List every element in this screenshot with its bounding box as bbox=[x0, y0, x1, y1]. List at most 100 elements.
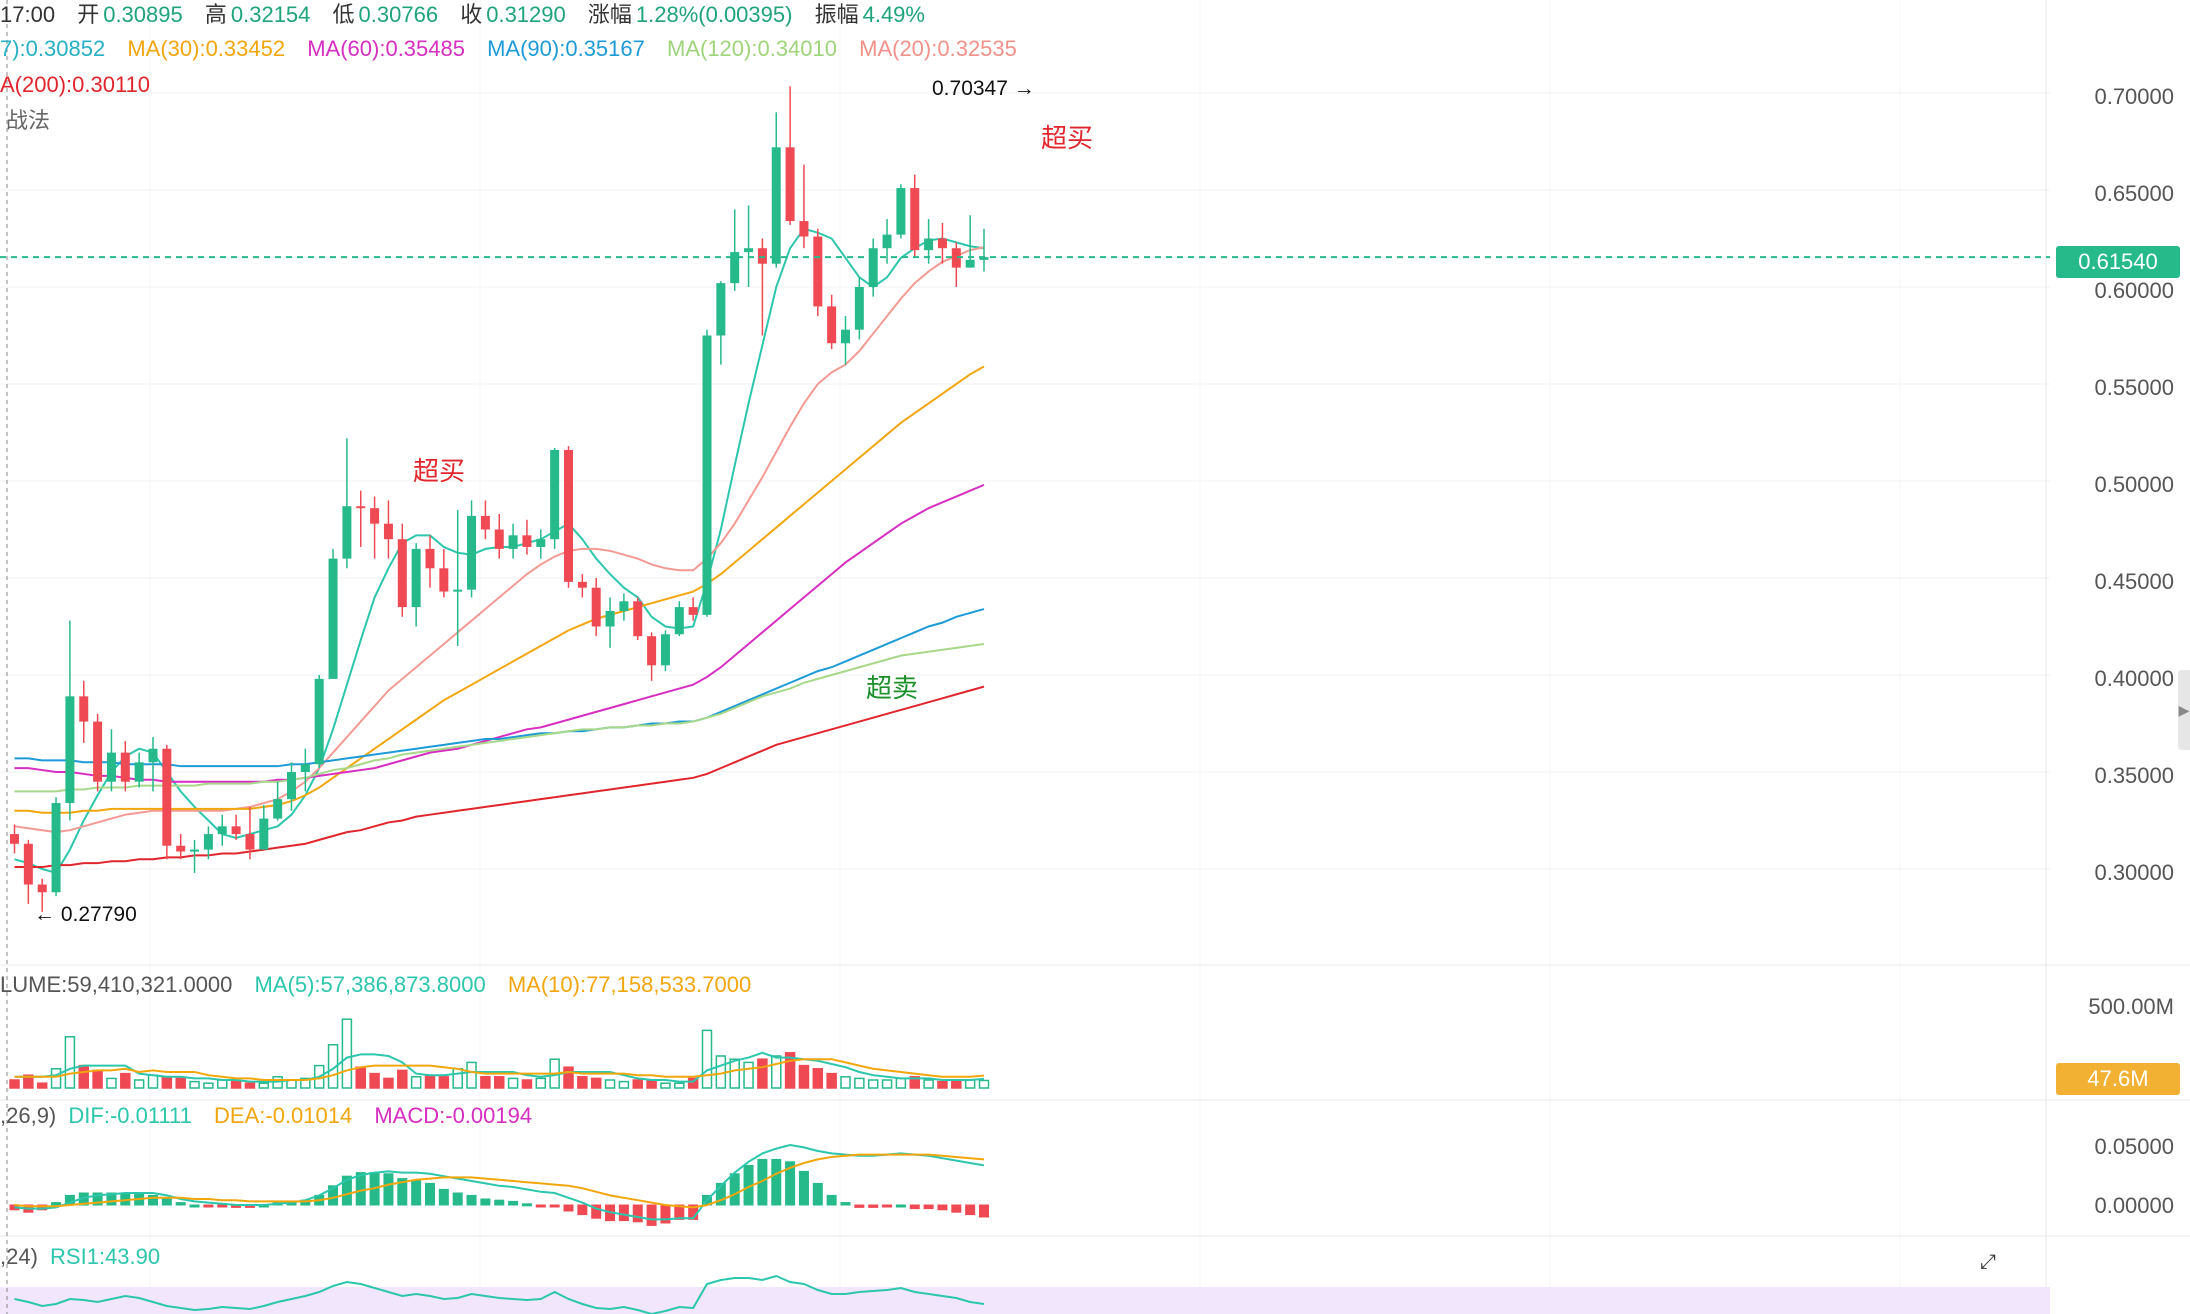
candle-body bbox=[896, 188, 906, 235]
volume-bar bbox=[618, 1080, 630, 1089]
macd-bar bbox=[798, 1170, 809, 1206]
macd-bar bbox=[535, 1204, 546, 1208]
candle-body bbox=[688, 607, 698, 615]
candle-body bbox=[176, 845, 186, 852]
candle-body bbox=[965, 259, 975, 268]
candle bbox=[619, 593, 629, 621]
candles[interactable] bbox=[10, 86, 989, 912]
candle bbox=[882, 219, 892, 264]
candle-body bbox=[522, 535, 532, 547]
high-marker-value: 0.70347 bbox=[932, 77, 1008, 100]
candle-body bbox=[702, 335, 712, 615]
candle-body bbox=[397, 539, 407, 608]
candle-body bbox=[259, 818, 269, 850]
candle-body bbox=[716, 283, 726, 336]
candle-body bbox=[148, 748, 158, 763]
macd-bar bbox=[106, 1192, 117, 1206]
candle bbox=[757, 238, 767, 336]
macd-bar bbox=[521, 1203, 532, 1207]
volume-bar bbox=[784, 1052, 796, 1089]
candle bbox=[536, 529, 546, 559]
high-marker: 0.70347 → bbox=[932, 77, 1035, 101]
candle-body bbox=[757, 248, 767, 264]
volume-bar bbox=[189, 1080, 200, 1089]
candle bbox=[397, 523, 407, 617]
candle bbox=[134, 752, 144, 788]
candle bbox=[259, 804, 269, 850]
volume-bar bbox=[978, 1079, 990, 1089]
ma-legend-30: MA(30):0.33452 bbox=[127, 36, 286, 61]
volume-bar bbox=[230, 1080, 242, 1089]
volume-bar bbox=[563, 1066, 574, 1089]
candle-body bbox=[328, 558, 338, 679]
candle-body bbox=[190, 849, 200, 852]
volume-bar bbox=[161, 1076, 173, 1089]
candle-body bbox=[591, 587, 601, 627]
volume-bar bbox=[660, 1082, 671, 1089]
candle-body bbox=[910, 188, 920, 251]
candle bbox=[744, 205, 754, 287]
candle-body bbox=[23, 843, 33, 885]
volume-bar bbox=[743, 1061, 754, 1089]
candle bbox=[148, 737, 158, 792]
macd-bar bbox=[328, 1185, 339, 1206]
volume-bar bbox=[78, 1064, 89, 1089]
candle-body bbox=[231, 826, 241, 835]
close-label: 收 bbox=[460, 2, 483, 27]
volume-bar bbox=[369, 1072, 380, 1089]
candle-body bbox=[577, 581, 587, 588]
candle bbox=[356, 490, 366, 547]
volume-bar bbox=[175, 1077, 186, 1089]
collapse-panel-arrow-icon[interactable]: ▶ bbox=[2178, 670, 2190, 750]
fullscreen-icon[interactable]: ⤢ bbox=[1980, 1251, 1996, 1273]
volume-bars bbox=[9, 1018, 990, 1089]
candle-body bbox=[134, 762, 144, 782]
volume-ma10-line bbox=[14, 1058, 985, 1081]
candle bbox=[827, 294, 837, 350]
strategy-label[interactable]: 战法 bbox=[0, 108, 66, 134]
ohlc-header: 17:00 开 0.30895 高 0.32154 低 0.30766 收 0.3129… bbox=[0, 2, 941, 28]
volume-bar bbox=[895, 1077, 907, 1089]
candle-body bbox=[633, 601, 643, 637]
macd-lines bbox=[14, 1143, 985, 1221]
candle bbox=[162, 744, 172, 860]
candle bbox=[494, 513, 504, 559]
volume-bar bbox=[23, 1074, 34, 1089]
volume-bar bbox=[424, 1074, 436, 1089]
macd-bar bbox=[175, 1202, 186, 1206]
close-value: 0.31290 bbox=[486, 2, 566, 27]
macd-bar bbox=[383, 1173, 394, 1206]
price-tick-030: 0.30000 bbox=[2094, 860, 2174, 885]
candle-body bbox=[203, 834, 213, 850]
candle-body bbox=[51, 803, 61, 893]
macd-bar bbox=[618, 1204, 629, 1222]
volume-bar bbox=[133, 1079, 145, 1089]
volume-value: LUME:59,410,321.0000 bbox=[0, 972, 233, 997]
macd-tick-005: 0.05000 bbox=[2094, 1134, 2174, 1159]
candle bbox=[799, 164, 809, 249]
candle-body bbox=[217, 826, 227, 835]
ma-legend-20: MA(20):0.32535 bbox=[859, 36, 1017, 61]
volume-bar bbox=[36, 1082, 48, 1089]
macd-bar bbox=[341, 1175, 352, 1206]
time-label: 17:00 bbox=[0, 2, 56, 27]
candle-body bbox=[785, 147, 795, 222]
candle bbox=[65, 620, 75, 821]
volume-bar bbox=[812, 1068, 824, 1089]
candle bbox=[785, 86, 795, 225]
candle-body bbox=[937, 238, 947, 249]
volume-bar bbox=[951, 1080, 962, 1089]
volume-bar bbox=[480, 1076, 491, 1089]
overbought-label-2: 超买 bbox=[1041, 123, 1094, 153]
macd-bar bbox=[785, 1161, 796, 1206]
volume-bar bbox=[397, 1069, 408, 1089]
volume-bar bbox=[867, 1079, 879, 1089]
candle bbox=[730, 209, 740, 291]
candle-body bbox=[771, 147, 781, 264]
candle-body bbox=[536, 539, 546, 547]
volume-bar bbox=[300, 1077, 311, 1089]
price-tick-045: 0.45000 bbox=[2094, 569, 2174, 594]
volume-bar bbox=[494, 1076, 505, 1089]
high-value: 0.32154 bbox=[230, 2, 311, 27]
